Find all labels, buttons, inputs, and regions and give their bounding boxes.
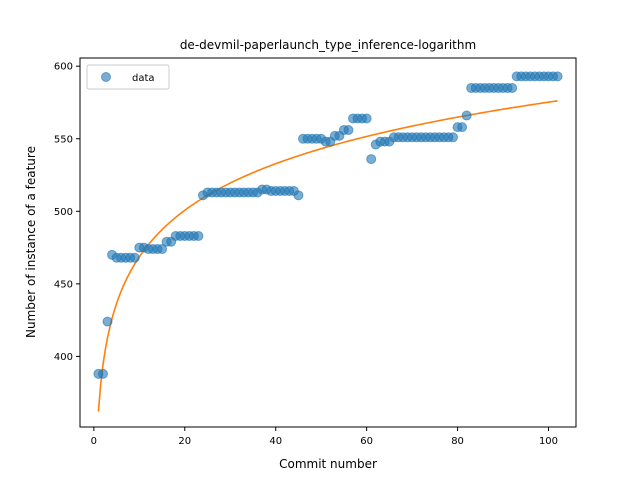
data-point	[366, 154, 377, 165]
y-axis-ticks: 400 450 500 550 600	[54, 62, 80, 363]
data-point	[507, 82, 518, 93]
data-point	[102, 316, 113, 327]
x-axis-ticks: 0 20 40 60 80 100	[91, 427, 558, 447]
y-tick-label: 450	[54, 279, 73, 290]
chart-title: de-devmil-paperlaunch_type_inference-log…	[180, 38, 476, 52]
y-tick-label: 600	[54, 62, 73, 73]
plot-area-frame	[79, 57, 577, 428]
y-axis-label: Number of instance of a feature	[24, 146, 38, 338]
x-tick-label: 60	[360, 436, 373, 447]
data-point	[461, 110, 472, 121]
y-tick-label: 400	[54, 352, 73, 363]
data-point	[193, 230, 204, 241]
legend: data	[86, 64, 170, 90]
x-axis-label: Commit number	[279, 457, 377, 471]
data-point	[343, 125, 354, 136]
legend-label-data: data	[132, 73, 155, 84]
x-tick-label: 20	[178, 436, 191, 447]
x-tick-label: 80	[451, 436, 464, 447]
x-tick-label: 0	[91, 436, 97, 447]
data-point	[361, 113, 372, 124]
x-tick-label: 40	[269, 436, 282, 447]
y-tick-label: 500	[54, 207, 73, 218]
fit-line-layer	[97, 100, 558, 412]
legend-box	[86, 64, 170, 90]
fit-line	[97, 100, 558, 412]
data-point	[293, 190, 304, 201]
data-points-layer	[93, 71, 563, 379]
data-point	[448, 132, 459, 143]
x-tick-label: 100	[539, 436, 558, 447]
legend-marker-data	[101, 72, 111, 82]
data-point	[129, 252, 140, 263]
data-point	[457, 122, 468, 133]
data-point	[157, 244, 168, 255]
data-point	[552, 71, 563, 82]
data-point	[97, 368, 108, 379]
y-tick-label: 550	[54, 134, 73, 145]
